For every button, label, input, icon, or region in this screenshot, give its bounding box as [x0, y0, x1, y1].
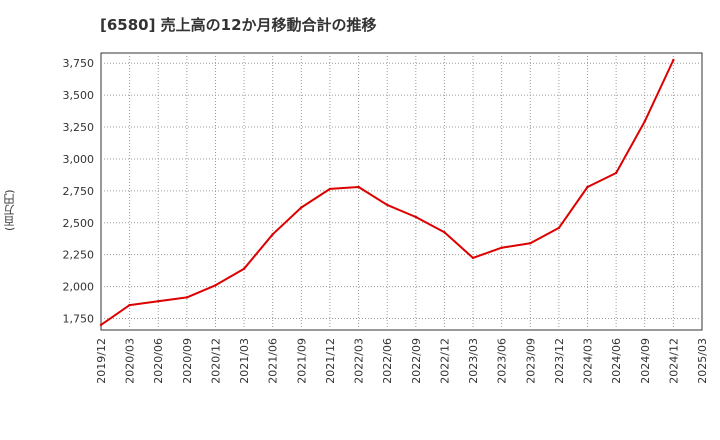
data-point: [157, 300, 160, 303]
data-point: [643, 120, 646, 123]
data-point: [414, 215, 417, 219]
data-point: [443, 231, 446, 234]
x-tick-label: 2024/06: [610, 338, 623, 384]
y-tick-label: 2,750: [63, 185, 95, 198]
data-point: [214, 284, 217, 287]
x-tick-label: 2024/03: [582, 338, 595, 384]
y-tick-label: 3,000: [63, 153, 95, 166]
data-point: [242, 267, 246, 270]
data-point: [614, 171, 618, 175]
y-tick-label: 2,250: [63, 249, 95, 262]
x-tick-label: 2022/09: [410, 338, 423, 384]
x-tick-label: 2024/12: [667, 338, 680, 384]
x-tick-label: 2020/03: [124, 338, 137, 384]
data-point: [529, 242, 532, 245]
x-axis: 2019/12 2020/03 2020/06 2020/09 2020/12 2021/…: [95, 338, 709, 384]
y-tick-label: 2,500: [63, 217, 95, 230]
data-point: [185, 296, 189, 299]
data-point: [386, 203, 389, 207]
x-tick-label: 2023/12: [553, 338, 566, 384]
data-point: [672, 58, 675, 62]
x-tick-label: 2022/03: [353, 338, 366, 384]
x-tick-label: 2023/06: [496, 338, 509, 384]
data-point: [271, 233, 274, 236]
y-tick-label: 3,250: [63, 121, 95, 134]
grid: [101, 53, 702, 330]
data-point: [300, 206, 303, 209]
x-tick-label: 2023/09: [524, 338, 537, 384]
plot-area: [100, 52, 703, 331]
x-tick-label: 2020/12: [209, 338, 222, 384]
x-tick-label: 2022/06: [381, 338, 394, 384]
x-tick-label: 2020/09: [181, 338, 194, 384]
y-axis: 1,750 2,000 2,250 2,500 2,750 3,000 3,250 3,500…: [63, 57, 95, 325]
data-point: [586, 185, 589, 189]
x-tick-label: 2023/03: [467, 338, 480, 384]
y-tick-label: 1,750: [63, 313, 95, 326]
data-point: [128, 303, 131, 307]
x-tick-label: 2021/12: [324, 338, 337, 384]
series-layer: [99, 58, 675, 327]
y-tick-label: 3,500: [63, 89, 95, 102]
x-tick-label: 2021/03: [238, 338, 251, 384]
data-point: [357, 185, 360, 189]
y-tick-label: 2,000: [63, 281, 95, 294]
x-tick-label: 2021/09: [295, 338, 308, 384]
chart-title: [6580] 売上高の12か月移動合計の推移: [100, 16, 377, 34]
x-tick-label: 2020/06: [152, 338, 165, 384]
data-point: [500, 246, 503, 249]
x-tick-label: 2021/06: [267, 338, 280, 384]
data-point: [557, 226, 561, 230]
x-tick-label: 2019/12: [95, 338, 108, 384]
data-point: [328, 187, 332, 191]
x-tick-label: 2024/09: [639, 338, 652, 384]
data-point: [99, 323, 103, 327]
data-point: [471, 256, 475, 260]
x-tick-label: 2025/03: [696, 338, 709, 384]
y-tick-label: 3,750: [63, 57, 95, 70]
x-tick-label: 2022/12: [438, 338, 451, 384]
